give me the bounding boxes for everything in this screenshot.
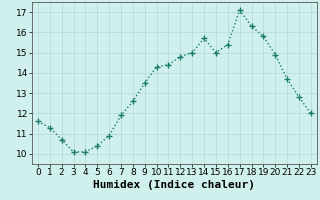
X-axis label: Humidex (Indice chaleur): Humidex (Indice chaleur) — [93, 180, 255, 190]
